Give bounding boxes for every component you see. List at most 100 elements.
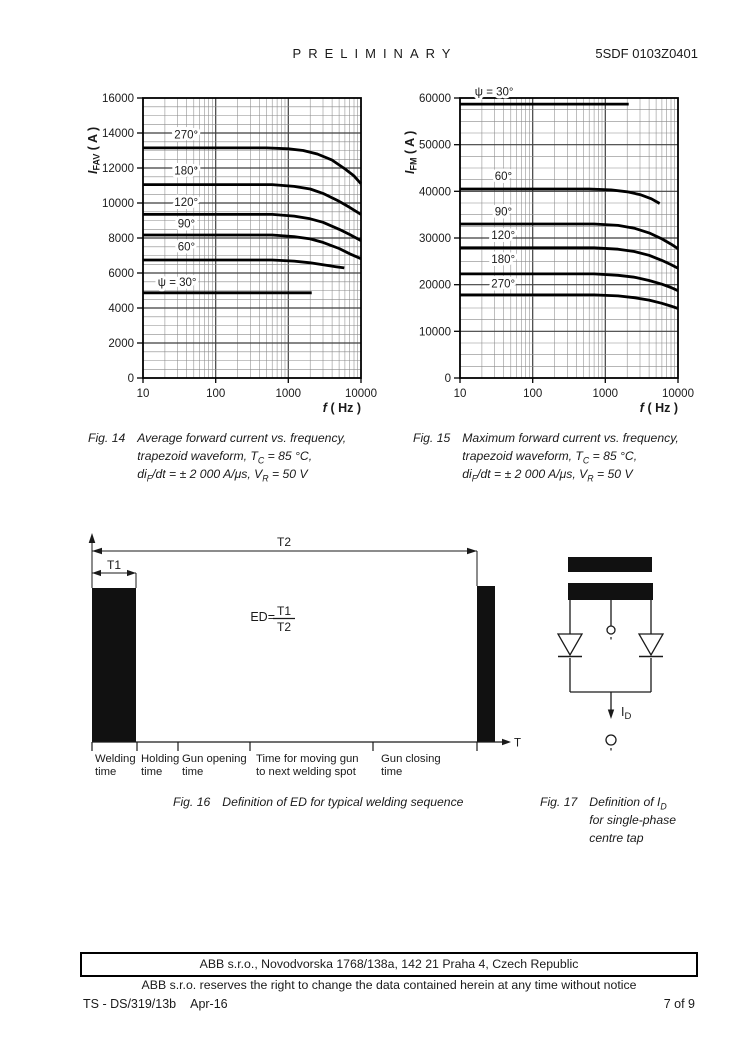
y-tick-label: 50000 <box>419 140 451 152</box>
fig16-caption-text: Definition of ED for typical welding seq… <box>222 795 464 809</box>
fig15-caption-text: Maximum forward current vs. frequency, tr… <box>462 431 679 484</box>
transformer-secondary-bar <box>568 583 653 600</box>
right-diode-icon <box>637 633 665 657</box>
curve-label: ψ = 30° <box>475 87 514 99</box>
x-tick-label: 1000 <box>593 388 619 400</box>
ed-formula-label: ED= <box>250 610 275 624</box>
document-reference: TS - DS/319/13b <box>83 997 177 1011</box>
fig17-centre-tap-circuit: ID <box>556 557 665 751</box>
y-tick-label: 40000 <box>419 186 451 198</box>
y-tick-label: 16000 <box>102 93 134 105</box>
time-axis-label: T <box>514 738 521 750</box>
legal-notice: ABB s.r.o. reserves the right to change … <box>141 978 637 992</box>
y-tick-label: 60000 <box>419 93 451 105</box>
footer-bottom-row: TS - DS/319/13b Apr-16 7 of 9 <box>83 997 695 1011</box>
company-address-box: ABB s.r.o., Novodvorska 1768/138a, 142 2… <box>80 952 698 977</box>
segment-label-holding: Holding <box>141 753 179 765</box>
curve-label: 90° <box>495 206 512 218</box>
fig14-caption-label: Fig. 14 <box>88 431 126 445</box>
fig15-maximum-forward-current-chart: 0 10000 20000 30000 40000 50000 60000 10 100 1000… <box>403 84 694 416</box>
preliminary-label: PRELIMINARY <box>292 46 458 61</box>
curve-60° <box>143 258 345 270</box>
curve-label: ψ = 30° <box>158 277 197 289</box>
next-welding-pulse-bar <box>477 586 495 742</box>
y-tick-label: 10000 <box>419 326 451 338</box>
t1-left-arrow-icon <box>92 569 101 577</box>
curve-90° <box>460 222 679 250</box>
curve-120° <box>460 246 679 270</box>
fig15-caption-label: Fig. 15 <box>413 431 451 445</box>
page-number: 7 of 9 <box>663 997 695 1011</box>
segment-label-moving-gun: Time for moving gun <box>256 753 359 765</box>
svg-text:time: time <box>141 766 162 778</box>
x-tick-label: 100 <box>523 388 542 400</box>
fig17-caption-text: Definition of ID for single-phase centre t… <box>589 795 676 845</box>
x-tick-label: 100 <box>206 388 225 400</box>
svg-text:time: time <box>95 766 116 778</box>
x-tick-label: 10 <box>137 388 150 400</box>
curve-60° <box>460 187 661 205</box>
welding-pulse-bar <box>92 588 136 742</box>
x-axis-title: f ( Hz ) <box>640 401 678 415</box>
y-tick-label: 12000 <box>102 163 134 175</box>
y-tick-label: 30000 <box>419 233 451 245</box>
up-arrow-icon <box>88 533 96 543</box>
fig14-average-forward-current-chart: 0 2000 4000 6000 8000 10000 12000 14000 16000 10 1… <box>86 93 377 415</box>
curve-180° <box>460 272 679 292</box>
time-axis-arrow-icon <box>502 738 511 746</box>
output-terminal <box>605 734 617 746</box>
y-tick-label: 8000 <box>108 233 134 245</box>
t1-dimension-label: T1 <box>107 558 121 572</box>
fig17-caption: Fig. 17 Definition of ID for single-phase… <box>540 793 720 847</box>
ed-denominator: T2 <box>277 620 291 634</box>
curve-label: 120° <box>491 230 515 242</box>
segment-label-gun-closing: Gun closing <box>381 753 441 765</box>
y-tick-label: 20000 <box>419 280 451 292</box>
centre-tap-terminal <box>606 625 616 635</box>
y-axis-title: IFM ( A ) <box>403 131 419 174</box>
fig16-welding-sequence-diagram: T2 T1 ED= T1 T2 T Welding time Holding t… <box>88 533 521 778</box>
fig16-caption: Fig. 16 Definition of ED for typical wel… <box>173 793 463 811</box>
curve-180° <box>143 183 362 216</box>
curve-90° <box>143 233 362 260</box>
document-number: 5SDF 0103Z0401 <box>595 46 698 61</box>
t2-left-arrow-icon <box>92 547 102 555</box>
x-tick-label: 10000 <box>662 388 694 400</box>
left-diode-icon <box>556 633 584 657</box>
transformer-primary-bar <box>568 557 652 572</box>
segment-label-welding: Welding <box>95 753 136 765</box>
fig17-caption-label: Fig. 17 <box>540 795 578 809</box>
x-tick-label: 10 <box>454 388 467 400</box>
curve-label: 180° <box>491 254 515 266</box>
x-tick-label: 1000 <box>276 388 302 400</box>
current-arrow-icon <box>607 709 615 719</box>
x-tick-label: 10000 <box>345 388 377 400</box>
t1-right-arrow-icon <box>127 569 136 577</box>
curve-label: 90° <box>178 219 195 231</box>
revision-date: Apr-16 <box>190 997 228 1011</box>
curve-270° <box>460 293 679 310</box>
output-current-label: ID <box>621 705 631 722</box>
curve-label: 60° <box>495 171 512 183</box>
svg-text:time: time <box>182 766 203 778</box>
fig15-caption: Fig. 15 Maximum forward current vs. freq… <box>413 429 728 483</box>
y-tick-label: 6000 <box>108 268 134 280</box>
fig16-caption-label: Fig. 16 <box>173 795 211 809</box>
curve-label: 120° <box>174 197 198 209</box>
curve-label: 180° <box>174 166 198 178</box>
segment-label-gun-opening: Gun opening <box>182 753 247 765</box>
curve-270° <box>143 146 363 185</box>
x-axis-title: f ( Hz ) <box>323 401 361 415</box>
curve-label: 60° <box>178 241 195 253</box>
ed-numerator: T1 <box>277 604 291 618</box>
curve-label: 270° <box>174 130 198 142</box>
y-tick-label: 10000 <box>102 198 134 210</box>
y-tick-label: 14000 <box>102 128 134 140</box>
t2-dimension-label: T2 <box>277 535 291 549</box>
y-tick-label: 0 <box>128 373 134 385</box>
svg-text:time: time <box>381 766 402 778</box>
fig14-caption: Fig. 14 Average forward current vs. freq… <box>88 429 403 483</box>
y-tick-label: 4000 <box>108 303 134 315</box>
y-axis-title: IFAV ( A ) <box>86 127 102 174</box>
